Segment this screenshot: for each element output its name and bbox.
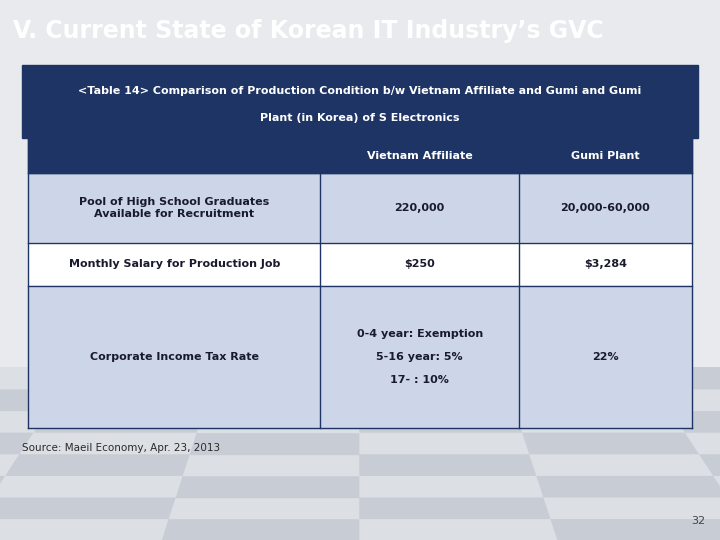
Polygon shape xyxy=(360,389,516,410)
Text: Pool of High School Graduates
Available for Recruitment: Pool of High School Graduates Available … xyxy=(79,197,269,219)
Polygon shape xyxy=(183,454,360,475)
Polygon shape xyxy=(63,367,219,389)
Text: Gumi Plant: Gumi Plant xyxy=(571,151,640,160)
Text: Monthly Salary for Production Job: Monthly Salary for Production Job xyxy=(68,259,280,269)
Polygon shape xyxy=(162,518,360,540)
Text: $3,284: $3,284 xyxy=(584,259,627,269)
Bar xyxy=(28,286,692,428)
Polygon shape xyxy=(197,410,360,432)
Text: Corporate Income Tax Rate: Corporate Income Tax Rate xyxy=(90,352,258,362)
Polygon shape xyxy=(360,454,537,475)
Text: 20,000-60,000: 20,000-60,000 xyxy=(561,203,650,213)
Polygon shape xyxy=(551,518,720,540)
Polygon shape xyxy=(671,410,720,432)
Text: 32: 32 xyxy=(691,516,706,526)
Polygon shape xyxy=(212,367,360,389)
Polygon shape xyxy=(360,367,508,389)
Polygon shape xyxy=(657,389,720,410)
Polygon shape xyxy=(35,410,204,432)
Polygon shape xyxy=(714,475,720,497)
Text: 0-4 year: Exemption

5-16 year: 5%

17- : 10%: 0-4 year: Exemption 5-16 year: 5% 17- : … xyxy=(356,329,483,386)
Text: V. Current State of Korean IT Industry’s GVC: V. Current State of Korean IT Industry’s… xyxy=(13,19,603,43)
Polygon shape xyxy=(0,389,63,410)
Polygon shape xyxy=(508,389,671,410)
Bar xyxy=(28,173,692,242)
Polygon shape xyxy=(0,410,49,432)
Polygon shape xyxy=(501,367,657,389)
Polygon shape xyxy=(0,367,77,389)
Polygon shape xyxy=(204,389,360,410)
Bar xyxy=(28,138,692,173)
Polygon shape xyxy=(523,432,699,454)
Polygon shape xyxy=(360,475,544,497)
Polygon shape xyxy=(6,454,190,475)
Text: <Table 14> Comparison of Production Condition b/w Vietnam Affiliate and Gumi and: <Table 14> Comparison of Production Cond… xyxy=(78,85,642,96)
Text: Plant (in Korea) of S Electronics: Plant (in Korea) of S Electronics xyxy=(260,113,460,123)
Bar xyxy=(28,242,692,286)
Polygon shape xyxy=(190,432,360,454)
Polygon shape xyxy=(0,454,21,475)
Polygon shape xyxy=(176,475,360,497)
Polygon shape xyxy=(530,454,714,475)
Text: 22%: 22% xyxy=(592,352,618,362)
Polygon shape xyxy=(0,475,183,497)
Text: Vietnam Affiliate: Vietnam Affiliate xyxy=(366,151,472,160)
Polygon shape xyxy=(699,454,720,475)
Bar xyxy=(22,65,698,138)
Polygon shape xyxy=(21,432,197,454)
Polygon shape xyxy=(516,410,685,432)
Polygon shape xyxy=(0,518,169,540)
Polygon shape xyxy=(0,497,176,518)
Polygon shape xyxy=(544,497,720,518)
Polygon shape xyxy=(360,410,523,432)
Text: 220,000: 220,000 xyxy=(395,203,445,213)
Polygon shape xyxy=(360,518,558,540)
Polygon shape xyxy=(49,389,212,410)
Polygon shape xyxy=(537,475,720,497)
Polygon shape xyxy=(360,432,530,454)
Polygon shape xyxy=(643,367,720,389)
Polygon shape xyxy=(169,497,360,518)
Polygon shape xyxy=(0,432,35,454)
Polygon shape xyxy=(685,432,720,454)
Text: Source: Maeil Economy, Apr. 23, 2013: Source: Maeil Economy, Apr. 23, 2013 xyxy=(22,443,220,453)
Polygon shape xyxy=(0,475,6,497)
Text: $250: $250 xyxy=(405,259,435,269)
Polygon shape xyxy=(360,497,551,518)
